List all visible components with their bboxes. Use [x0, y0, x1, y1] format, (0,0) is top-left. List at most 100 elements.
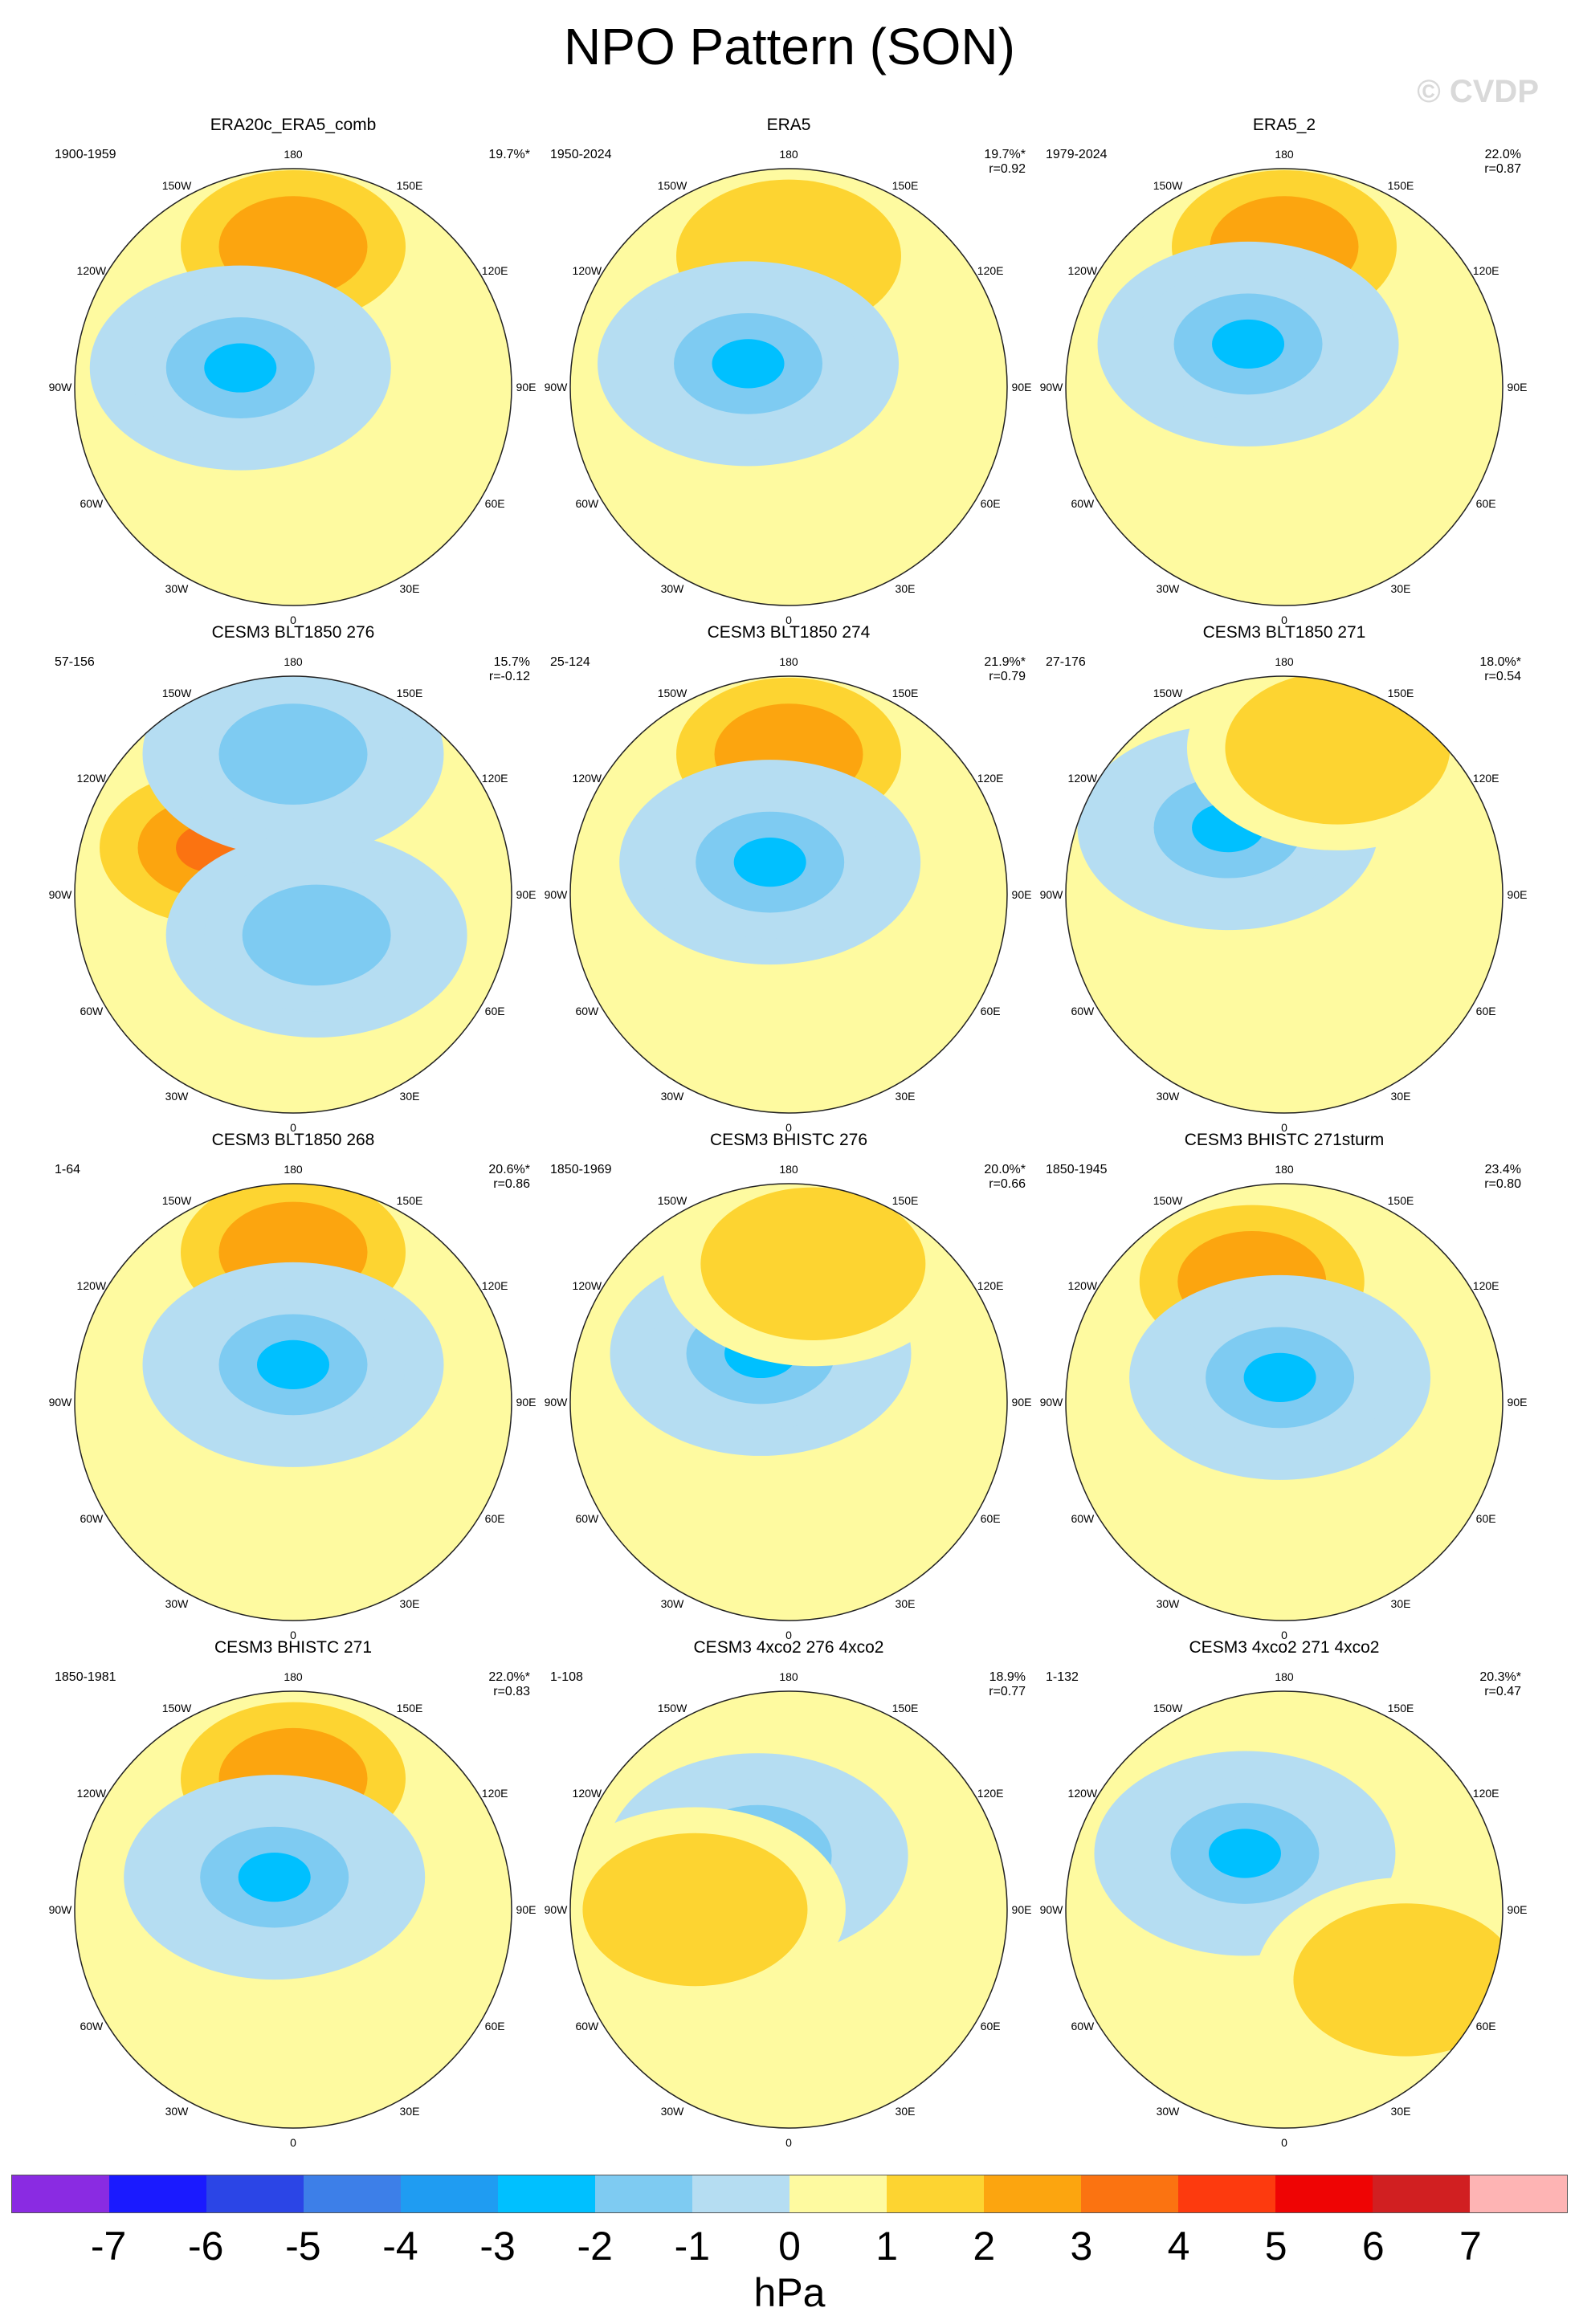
- colorbar-tick-label: 4: [1167, 2224, 1190, 2269]
- panel-years: 27-176: [1046, 655, 1086, 669]
- longitude-label: 150W: [1153, 686, 1183, 699]
- longitude-label: 0: [785, 1629, 792, 1641]
- longitude-label: 0: [1281, 2136, 1287, 2149]
- map-panel: CESM3 BHISTC 271sturm 1850-1945 23.4% r=0.8…: [1038, 1129, 1531, 1641]
- longitude-label: 90E: [1507, 1903, 1528, 1916]
- polar-map: [569, 675, 1008, 1114]
- longitude-label: 60E: [980, 1005, 1001, 1017]
- explained-variance: 20.6%*: [488, 1163, 530, 1176]
- longitude-label: 0: [785, 614, 792, 626]
- longitude-label: 90E: [1507, 888, 1528, 901]
- colorbar-tick-label: -7: [90, 2224, 127, 2269]
- longitude-label: 180: [284, 655, 303, 668]
- longitude-label: 0: [785, 2136, 792, 2149]
- longitude-label: 180: [1275, 655, 1294, 668]
- longitude-label: 60E: [1475, 1512, 1496, 1525]
- figure-title: NPO Pattern (SON): [564, 18, 1015, 75]
- longitude-label: 120E: [1472, 1787, 1499, 1800]
- longitude-label: 180: [1275, 1670, 1294, 1683]
- polar-map: [569, 168, 1008, 606]
- map-boundary: [569, 675, 1008, 1114]
- colorbar-tick-label: 1: [875, 2224, 899, 2269]
- panel-title: CESM3 4xco2 276 4xco2: [693, 1638, 884, 1657]
- panel-title: CESM3 4xco2 271 4xco2: [1189, 1638, 1380, 1657]
- anomaly-contour: [238, 1853, 311, 1902]
- panel-stats: 18.0%* r=0.54: [1479, 655, 1521, 684]
- panel-stats: 19.7%* r=0.92: [984, 148, 1026, 177]
- longitude-label: 60W: [1071, 1005, 1095, 1017]
- longitude-label: 150E: [892, 686, 919, 699]
- panel-stats: 22.0%* r=0.83: [488, 1670, 530, 1699]
- explained-variance: 20.3%*: [1479, 1670, 1521, 1684]
- explained-variance: 22.0%*: [488, 1670, 530, 1684]
- longitude-label: 150E: [396, 1193, 423, 1207]
- anomaly-contour: [1293, 1903, 1503, 2057]
- longitude-label: 60E: [484, 2020, 505, 2032]
- longitude-label: 30W: [165, 1597, 189, 1611]
- longitude-label: 120W: [76, 1279, 107, 1292]
- longitude-label: 0: [290, 614, 296, 626]
- longitude-label: 30E: [895, 1090, 916, 1103]
- panel-years: 1950-2024: [550, 148, 612, 161]
- panel-title: CESM3 BLT1850 276: [211, 623, 375, 642]
- longitude-label: 150W: [161, 686, 192, 699]
- longitude-label: 30E: [895, 582, 916, 596]
- longitude-label: 0: [785, 1121, 792, 1134]
- explained-variance: 21.9%*: [984, 655, 1026, 669]
- longitude-label: 0: [290, 2136, 296, 2149]
- longitude-label: 120W: [76, 264, 107, 277]
- colorbar-swatch: [1275, 2175, 1373, 2212]
- map-boundary: [74, 1183, 512, 1621]
- panel-stats: 23.4% r=0.80: [1484, 1163, 1521, 1192]
- panel-stats: 19.7%*: [488, 148, 530, 162]
- longitude-label: 90W: [1039, 1903, 1063, 1916]
- anomaly-contour: [257, 1339, 329, 1389]
- longitude-label: 30E: [399, 2105, 420, 2118]
- longitude-label: 30E: [895, 1597, 916, 1611]
- longitude-label: 90W: [544, 888, 568, 901]
- longitude-label: 90E: [516, 888, 537, 901]
- explained-variance: 18.9%: [989, 1670, 1026, 1684]
- longitude-label: 90E: [1507, 1396, 1528, 1409]
- colorbar-tick-label: 7: [1459, 2224, 1482, 2269]
- longitude-label: 30E: [1390, 582, 1411, 596]
- longitude-label: 150E: [1387, 1193, 1414, 1207]
- explained-variance: 18.0%*: [1479, 655, 1521, 669]
- map-panel: CESM3 4xco2 276 4xco2 1-108 18.9% r=0.77 180…: [542, 1637, 1035, 2149]
- longitude-label: 120W: [572, 1787, 602, 1800]
- panel-years: 25-124: [550, 655, 590, 669]
- colorbar-swatch: [595, 2175, 692, 2212]
- longitude-label: 60W: [80, 2020, 104, 2032]
- longitude-label: 60W: [575, 497, 599, 510]
- longitude-label: 30W: [1156, 2105, 1180, 2118]
- polar-map: [74, 1690, 512, 2129]
- pattern-correlation: r=0.66: [989, 1177, 1026, 1191]
- longitude-label: 30E: [399, 1597, 420, 1611]
- colorbar-swatch: [692, 2175, 790, 2212]
- pattern-correlation: r=0.87: [1484, 162, 1521, 176]
- longitude-label: 120E: [977, 1787, 1004, 1800]
- colorbar-tick-label: 2: [973, 2224, 996, 2269]
- colorbar-tick-label: 5: [1264, 2224, 1287, 2269]
- polar-map: [569, 1183, 1008, 1621]
- colorbar-swatch: [401, 2175, 498, 2212]
- longitude-label: 150E: [892, 178, 919, 192]
- panel-years: 1850-1981: [55, 1670, 116, 1684]
- longitude-label: 90E: [1011, 888, 1032, 901]
- panel-stats: 20.3%* r=0.47: [1479, 1670, 1521, 1699]
- pattern-correlation: r=0.79: [989, 670, 1026, 683]
- longitude-label: 30E: [895, 2105, 916, 2118]
- longitude-label: 60E: [1475, 1005, 1496, 1017]
- longitude-label: 0: [290, 1121, 296, 1134]
- panel-stats: 18.9% r=0.77: [989, 1670, 1026, 1699]
- map-boundary: [1065, 1183, 1504, 1621]
- longitude-label: 120E: [977, 1279, 1004, 1292]
- explained-variance: 19.7%*: [984, 148, 1026, 161]
- colorbar-swatch: [1081, 2175, 1178, 2212]
- map-panel: ERA5 1950-2024 19.7%* r=0.92 180 150E 120E 90E 6…: [542, 114, 1035, 626]
- longitude-label: 60W: [575, 2020, 599, 2032]
- longitude-label: 120E: [481, 264, 508, 277]
- longitude-label: 150E: [396, 178, 423, 192]
- longitude-label: 60E: [980, 1512, 1001, 1525]
- panel-years: 1-64: [55, 1163, 81, 1176]
